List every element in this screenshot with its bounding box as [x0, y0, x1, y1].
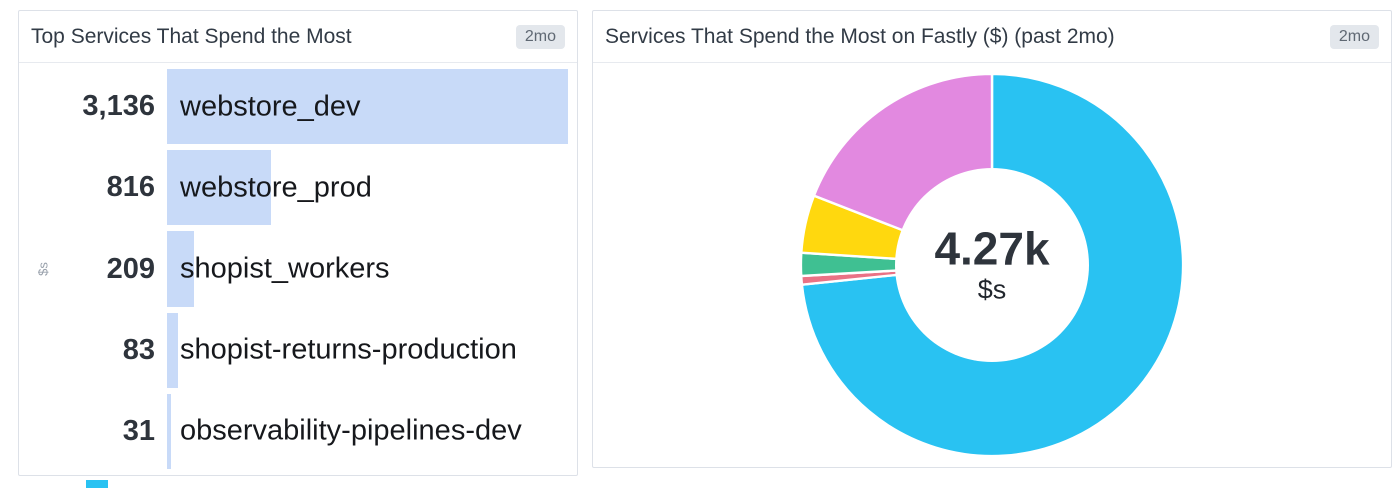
toplist-bar[interactable] — [167, 69, 568, 145]
toplist-bar[interactable] — [167, 150, 272, 226]
toplist-bar-track: shopist-returns-production — [167, 312, 568, 388]
timeframe-badge[interactable]: 2mo — [515, 24, 565, 49]
toplist-row[interactable]: 816 webstore_prod — [19, 150, 568, 226]
toplist-value: 31 — [122, 414, 155, 447]
toplist-row[interactable]: 83 shopist-returns-production — [19, 312, 568, 388]
toplist-bar[interactable] — [167, 231, 194, 307]
toplist-bar-track: webstore_prod — [167, 150, 568, 226]
toplist-row[interactable]: 31 observability-pipelines-dev — [19, 393, 568, 470]
toplist-bar[interactable] — [167, 312, 178, 388]
y-axis-label: $s — [35, 262, 51, 276]
widget-fastly-spend: Services That Spend the Most on Fastly (… — [592, 10, 1392, 468]
donut-chart-area: 4.27k $s — [593, 63, 1391, 467]
toplist-row[interactable]: 3,136 webstore_dev — [19, 69, 568, 145]
donut-svg — [799, 72, 1185, 458]
toplist-label: shopist_workers — [180, 252, 390, 285]
toplist-bar-track: webstore_dev — [167, 69, 568, 145]
toplist-value: 83 — [122, 333, 155, 366]
toplist-label: webstore_dev — [180, 90, 361, 123]
toplist-row[interactable]: 209 shopist_workers — [19, 231, 568, 307]
toplist-value: 209 — [106, 252, 155, 285]
widget-header: Services That Spend the Most on Fastly (… — [593, 11, 1391, 63]
toplist-bar[interactable] — [167, 393, 171, 470]
toplist-bar-track: observability-pipelines-dev — [167, 393, 568, 470]
toplist-value: 816 — [106, 171, 155, 204]
widget-top-services: Top Services That Spend the Most 2mo $s … — [18, 10, 578, 476]
toplist-label: shopist-returns-production — [180, 333, 517, 366]
toplist-value: 3,136 — [82, 90, 155, 123]
donut-hole — [895, 168, 1089, 362]
left-panel-title: Top Services That Spend the Most — [31, 24, 352, 48]
toplist-label: webstore_prod — [180, 171, 372, 204]
toplist-chart: $s 3,136 webstore_dev 816 webstore_prod … — [19, 63, 577, 475]
partial-widget-below — [86, 480, 108, 488]
right-panel-title: Services That Spend the Most on Fastly (… — [605, 24, 1115, 48]
donut-chart: 4.27k $s — [798, 71, 1186, 459]
timeframe-badge[interactable]: 2mo — [1329, 24, 1379, 49]
widget-header: Top Services That Spend the Most 2mo — [19, 11, 577, 63]
toplist-label: observability-pipelines-dev — [180, 414, 522, 447]
toplist-bar-track: shopist_workers — [167, 231, 568, 307]
